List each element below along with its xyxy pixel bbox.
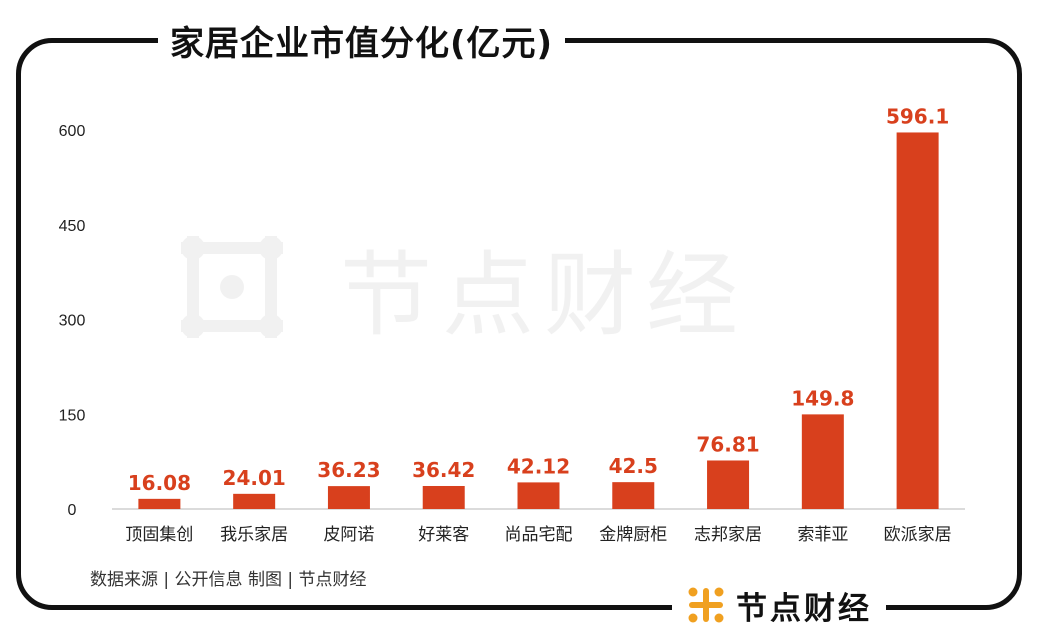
title-box: 家居企业市值分化(亿元) (158, 12, 566, 68)
bar (896, 132, 939, 509)
x-tick-label: 尚品宅配 (505, 525, 573, 545)
data-label: 36.23 (317, 458, 380, 482)
bar (138, 498, 181, 509)
data-label: 24.01 (223, 466, 286, 490)
bar (707, 460, 750, 509)
bar (422, 485, 465, 509)
data-label: 42.12 (507, 454, 570, 478)
source-note: 数据来源 | 公开信息 制图 | 节点财经 (90, 570, 367, 590)
logo-mark-icon (181, 236, 283, 338)
x-tick-label: 皮阿诺 (323, 525, 374, 545)
watermark-text: 节点财经 (340, 241, 749, 349)
y-tick-label: 450 (59, 218, 86, 235)
bar (612, 482, 655, 509)
data-label: 36.42 (412, 458, 475, 482)
logo-mark-icon (688, 587, 724, 623)
y-tick-label: 150 (59, 407, 86, 424)
data-label: 42.5 (609, 454, 658, 478)
bar (327, 486, 370, 509)
brand-text: 节点财经 (736, 590, 872, 627)
y-tick-label: 0 (68, 502, 77, 519)
x-tick-label: 金牌厨柜 (599, 525, 667, 545)
x-tick-label: 顶固集创 (125, 525, 193, 545)
data-label: 16.08 (128, 471, 191, 495)
bar (517, 482, 560, 509)
y-tick-label: 300 (59, 313, 86, 330)
y-tick-label: 600 (59, 123, 86, 140)
x-tick-label: 欧派家居 (884, 525, 952, 545)
data-label: 149.8 (791, 386, 854, 410)
x-tick-label: 我乐家居 (220, 525, 288, 545)
x-tick-label: 志邦家居 (694, 525, 762, 545)
x-tick-label: 索菲亚 (797, 525, 848, 545)
data-label: 76.81 (696, 432, 759, 456)
footer-brand: 节点财经 (672, 580, 886, 630)
watermark: 节点财经 (172, 222, 832, 352)
bar (233, 493, 276, 509)
chart-title: 家居企业市值分化(亿元) (170, 23, 554, 64)
x-tick-label: 好莱客 (418, 525, 469, 545)
bar (801, 414, 844, 509)
data-label: 596.1 (886, 104, 949, 128)
